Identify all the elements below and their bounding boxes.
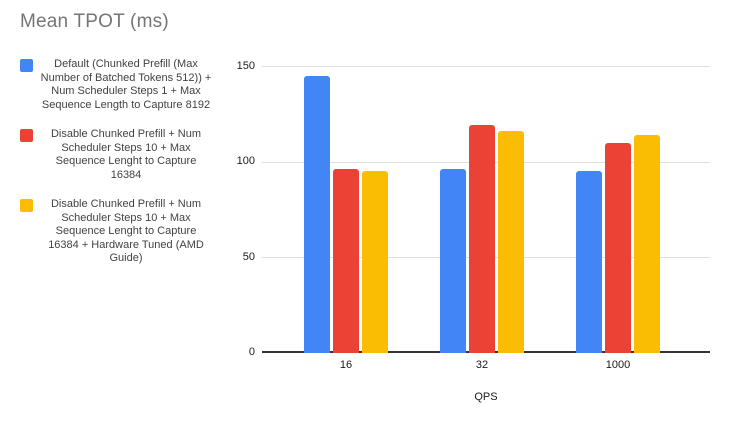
legend: Default (Chunked Prefill (Max Number of … [20,58,220,266]
plot-area [262,66,710,353]
x-axis-title: QPS [474,391,498,403]
bar-series3-qps-1000 [634,135,660,353]
bar-group-qps-16 [304,76,388,353]
legend-item-hardware-tuned: Disable Chunked Prefill + Num Scheduler … [20,198,220,266]
legend-swatch-blue-icon [20,59,33,72]
bar-series1-qps-1000 [576,171,602,353]
legend-label: Disable Chunked Prefill + Num Scheduler … [50,128,202,181]
legend-swatch-red-icon [20,129,33,142]
bar-series2-qps-1000 [605,143,631,353]
legend-item-disable-chunked-prefill: Disable Chunked Prefill + Num Scheduler … [20,128,220,182]
x-tick-16: 16 [339,359,353,371]
legend-item-default: Default (Chunked Prefill (Max Number of … [20,58,220,112]
bar-group-qps-1000 [576,135,660,353]
x-tick-1000: 1000 [605,359,631,371]
y-tick-150: 150 [236,60,255,72]
bar-series3-qps-32 [498,131,524,353]
gridline-150 [262,66,710,67]
legend-label: Default (Chunked Prefill (Max Number of … [40,58,212,111]
x-tick-32: 32 [475,359,489,371]
y-tick-100: 100 [236,155,255,167]
bar-series2-qps-32 [469,125,495,353]
bar-series2-qps-16 [333,169,359,353]
legend-label: Disable Chunked Prefill + Num Scheduler … [48,198,204,264]
y-tick-50: 50 [242,251,255,263]
bar-series3-qps-16 [362,171,388,353]
y-tick-0: 0 [248,346,255,358]
chart-title: Mean TPOT (ms) [20,11,169,32]
legend-swatch-yellow-icon [20,199,33,212]
bar-group-qps-32 [440,125,524,353]
bar-series1-qps-32 [440,169,466,353]
bar-series1-qps-16 [304,76,330,353]
